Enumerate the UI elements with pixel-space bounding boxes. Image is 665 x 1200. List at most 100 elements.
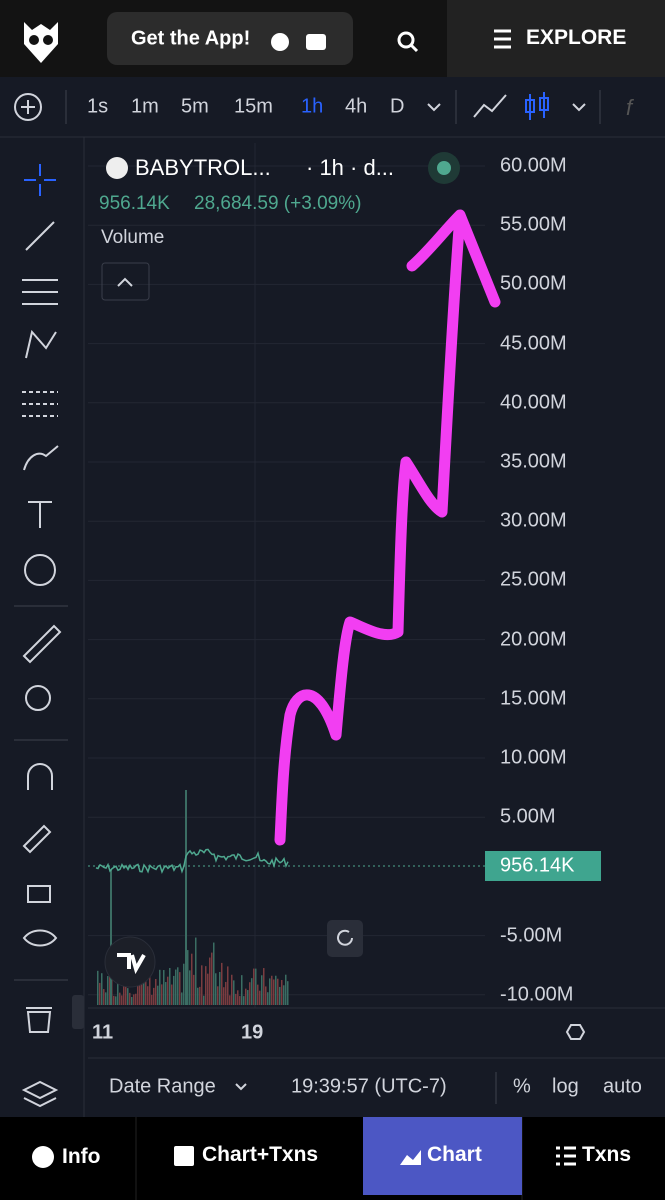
ruler-tool[interactable]: [22, 624, 62, 664]
volume-bar: [105, 992, 107, 1005]
volume-bar: [221, 962, 223, 1005]
active-tab-bg[interactable]: [363, 1117, 522, 1195]
line-tool[interactable]: [25, 221, 55, 251]
auto-toggle[interactable]: auto: [603, 1075, 642, 1098]
percent-toggle[interactable]: %: [513, 1075, 531, 1098]
search-icon[interactable]: [397, 31, 415, 49]
x-tick-label: 19: [241, 1021, 264, 1044]
volume-bar: [149, 970, 151, 1005]
tab[interactable]: Txns: [582, 1143, 632, 1166]
volume-bar: [175, 969, 177, 1005]
crosshair-tool[interactable]: [24, 164, 56, 196]
volume-bar: [125, 986, 127, 1005]
volume-bar: [107, 976, 109, 1005]
chart-txns-icon: [174, 1146, 194, 1166]
tab[interactable]: Chart+Txns: [202, 1143, 319, 1166]
explore-button[interactable]: EXPLORE: [526, 26, 627, 49]
volume-bars: [97, 937, 289, 1005]
volume-bar: [267, 992, 269, 1005]
delete-tool[interactable]: [26, 1007, 52, 1033]
volume-bar: [195, 937, 197, 1005]
tool-icons: [14, 164, 68, 1108]
volume-bar: [265, 986, 267, 1005]
zoom-tool[interactable]: [25, 685, 51, 711]
volume-bar: [285, 974, 287, 1005]
explore-bg[interactable]: [447, 0, 665, 77]
separator: [65, 90, 601, 124]
volume-bar: [197, 987, 199, 1005]
pattern-tool[interactable]: [25, 329, 57, 359]
volume-bar: [161, 984, 163, 1005]
app-button-bg[interactable]: [107, 12, 353, 65]
volume-bar: [153, 987, 155, 1005]
volume-bar: [183, 963, 185, 1005]
interval-button[interactable]: 5m: [181, 95, 209, 118]
volume-bar: [119, 992, 121, 1005]
symbol-name[interactable]: BABYTROL...: [135, 155, 271, 180]
volume-bar: [287, 981, 289, 1005]
volume-bar: [113, 995, 115, 1005]
volume-bar: [137, 984, 139, 1005]
date-range-button[interactable]: Date Range: [109, 1075, 216, 1098]
dropdown-icon: [235, 1083, 247, 1091]
interval-button[interactable]: 1h: [301, 95, 324, 118]
interval-button[interactable]: 4h: [345, 95, 368, 118]
settings-icon[interactable]: [565, 1024, 586, 1040]
candle-icon[interactable]: [529, 92, 545, 120]
volume-bar: [213, 942, 215, 1005]
visibility-tool[interactable]: [22, 929, 58, 947]
magnet-tool[interactable]: [27, 763, 53, 790]
layers-tool[interactable]: [21, 1080, 59, 1108]
interval-button[interactable]: D: [390, 95, 405, 118]
app-button[interactable]: Get the App!: [131, 27, 251, 50]
collapse-toggle[interactable]: [72, 995, 84, 1029]
brush-tool[interactable]: [23, 445, 59, 471]
volume-bar: [243, 996, 245, 1005]
volume-bar: [187, 950, 189, 1005]
volume-bar: [263, 968, 265, 1005]
collapse-button[interactable]: [101, 262, 150, 301]
clock[interactable]: 19:39:57 (UTC-7): [291, 1075, 447, 1098]
lock-draw-tool[interactable]: [22, 824, 52, 854]
fx-icon[interactable]: f: [626, 95, 635, 120]
log-toggle[interactable]: log: [552, 1075, 579, 1098]
line-chart-icon[interactable]: [473, 94, 507, 118]
volume-bar: [101, 973, 103, 1005]
interval-button[interactable]: 15m: [234, 95, 273, 118]
logo[interactable]: [24, 22, 58, 63]
volume-bar: [205, 966, 207, 1005]
tab[interactable]: Chart: [427, 1143, 482, 1166]
text-tool[interactable]: [28, 501, 52, 528]
volume-bar: [209, 957, 211, 1005]
y-tick-label: -5.00M: [500, 924, 563, 947]
volume-bar: [133, 994, 135, 1005]
status-dot: [437, 161, 451, 175]
volume-bar: [179, 972, 181, 1005]
fib-tool[interactable]: [22, 279, 58, 305]
volume-bar: [177, 967, 179, 1005]
projection-tool[interactable]: [22, 391, 58, 417]
emoji-tool[interactable]: [24, 554, 56, 586]
volume-bar: [227, 966, 229, 1005]
interval-button[interactable]: 1s: [87, 95, 109, 118]
reset-button[interactable]: [327, 920, 363, 957]
chart-icon: [400, 1150, 421, 1165]
volume-bar: [249, 982, 251, 1005]
add-icon: [21, 100, 35, 114]
add-icon[interactable]: [14, 93, 42, 121]
volume-bar: [207, 973, 209, 1005]
volume-bar: [127, 988, 129, 1005]
interval-button[interactable]: 1m: [131, 95, 159, 118]
x-tick-label: 11: [92, 1021, 114, 1044]
volume-bar: [211, 952, 213, 1005]
volume-bar: [259, 990, 261, 1005]
separator: [14, 605, 68, 981]
volume-bar: [275, 975, 277, 1005]
lock-tool[interactable]: [27, 885, 51, 903]
dropdown-icon[interactable]: [427, 103, 586, 112]
volume-bar: [97, 970, 99, 1005]
tab[interactable]: Info: [62, 1145, 101, 1168]
volume-bar: [241, 975, 243, 1005]
volume-bar: [159, 969, 161, 1005]
